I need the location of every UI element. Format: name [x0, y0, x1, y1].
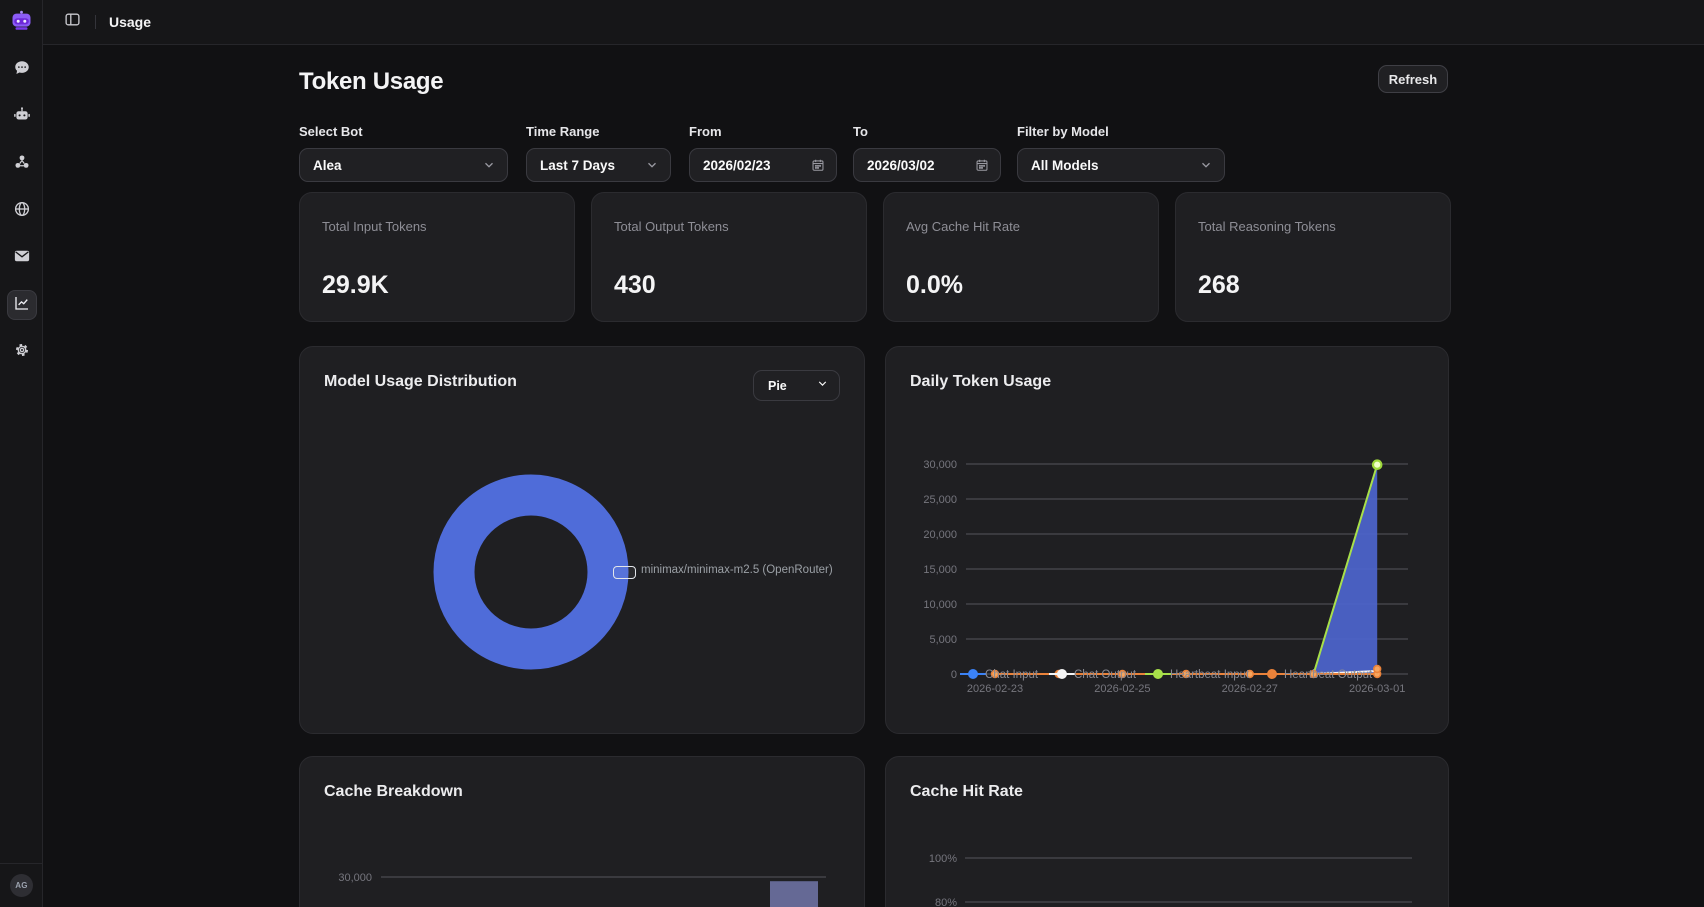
- select-bot-dropdown[interactable]: Alea: [299, 148, 508, 182]
- globe-icon: [13, 200, 31, 223]
- mail-icon: [13, 247, 31, 270]
- user-avatar[interactable]: AG: [10, 874, 33, 897]
- sidebar-item-chat[interactable]: [7, 55, 37, 85]
- time-range-label: Time Range: [526, 124, 600, 139]
- select-bot-label: Select Bot: [299, 124, 363, 139]
- model-dropdown[interactable]: All Models: [1017, 148, 1225, 182]
- sidebar-item-integrations[interactable]: [7, 149, 37, 179]
- filter-model: Filter by Model All Models: [1017, 124, 1225, 182]
- svg-text:15,000: 15,000: [923, 564, 957, 576]
- chart-title: Daily Token Usage: [910, 373, 1052, 390]
- svg-text:80%: 80%: [935, 897, 957, 907]
- time-range-dropdown[interactable]: Last 7 Days: [526, 148, 671, 182]
- breadcrumb-page-name: Usage: [109, 14, 152, 30]
- svg-text:Chat Output: Chat Output: [1074, 669, 1137, 681]
- stat-label: Total Input Tokens: [322, 219, 427, 234]
- chevron-down-icon: [1199, 158, 1213, 172]
- cache-hit-rate-card: Cache Hit Rate 100% 80%: [885, 756, 1449, 907]
- app-logo-robot-icon[interactable]: [10, 10, 33, 32]
- gear-icon: [13, 341, 31, 364]
- chevron-down-icon: [482, 158, 496, 172]
- cache-breakdown-card: Cache Breakdown 30,000: [299, 756, 865, 907]
- chart-type-dropdown[interactable]: Pie: [753, 370, 840, 401]
- svg-text:2026-02-23: 2026-02-23: [967, 683, 1023, 695]
- to-date-value: 2026/03/02: [867, 157, 935, 173]
- filter-from-date: From 2026/02/23: [689, 124, 837, 182]
- stat-value: 29.9K: [322, 271, 389, 299]
- sidebar-item-web[interactable]: [7, 196, 37, 226]
- chevron-down-icon: [645, 158, 659, 172]
- svg-text:2026-02-25: 2026-02-25: [1094, 683, 1150, 695]
- chevron-down-icon: [816, 377, 829, 395]
- topbar-divider: [95, 15, 96, 29]
- model-usage-distribution-card: Model Usage Distribution Pie minimax/min…: [299, 346, 865, 734]
- sidebar-footer: AG: [0, 863, 43, 907]
- select-bot-value: Alea: [313, 157, 342, 173]
- time-range-value: Last 7 Days: [540, 157, 616, 173]
- model-usage-donut: [300, 347, 864, 733]
- panel-toggle-icon: [64, 11, 81, 33]
- svg-text:2026-03-01: 2026-03-01: [1349, 683, 1405, 695]
- stat-label: Total Output Tokens: [614, 219, 729, 234]
- stat-value: 0.0%: [906, 271, 963, 299]
- to-label: To: [853, 124, 868, 139]
- pie-legend-label: minimax/minimax-m2.5 (OpenRouter): [641, 564, 833, 576]
- cache-breakdown-chart: 30,000: [300, 757, 864, 907]
- chart-title: Cache Hit Rate: [910, 783, 1023, 800]
- svg-text:10,000: 10,000: [923, 599, 957, 611]
- page-title: Token Usage: [299, 68, 444, 95]
- svg-text:20,000: 20,000: [923, 529, 957, 541]
- analytics-icon: [13, 294, 31, 317]
- filter-select-bot: Select Bot Alea: [299, 124, 508, 182]
- stat-card-avg-cache-hit-rate: Avg Cache Hit Rate 0.0%: [883, 192, 1159, 322]
- svg-text:2026-02-27: 2026-02-27: [1222, 683, 1278, 695]
- sidebar-item-bots[interactable]: [7, 102, 37, 132]
- stat-label: Avg Cache Hit Rate: [906, 219, 1020, 234]
- sidebar-toggle-button[interactable]: [61, 11, 83, 33]
- chart-title: Model Usage Distribution: [324, 373, 517, 390]
- stat-card-total-reasoning-tokens: Total Reasoning Tokens 268: [1175, 192, 1451, 322]
- svg-text:Heartbeat Output: Heartbeat Output: [1284, 669, 1373, 681]
- from-date-value: 2026/02/23: [703, 157, 771, 173]
- svg-text:25,000: 25,000: [923, 494, 957, 506]
- daily-token-usage-chart: 0 5,000 10,000 15,000 20,000 25,000 30,000 Chat…: [886, 347, 1448, 733]
- svg-text:Heartbeat Input: Heartbeat Input: [1170, 669, 1250, 681]
- svg-text:30,000: 30,000: [338, 872, 372, 884]
- sidebar-nav: [0, 55, 43, 367]
- from-label: From: [689, 124, 722, 139]
- filter-time-range: Time Range Last 7 Days: [526, 124, 671, 182]
- sidebar-item-settings[interactable]: [7, 337, 37, 367]
- to-date-input[interactable]: 2026/03/02: [853, 148, 1001, 182]
- stat-card-total-input-tokens: Total Input Tokens 29.9K: [299, 192, 575, 322]
- daily-token-usage-card: Daily Token Usage 0 5,000 10,000 15,000 20,0…: [885, 346, 1449, 734]
- refresh-button[interactable]: Refresh: [1378, 65, 1448, 93]
- sidebar-item-usage-analytics[interactable]: [6, 290, 37, 320]
- svg-text:Chat Input: Chat Input: [985, 669, 1039, 681]
- stat-label: Total Reasoning Tokens: [1198, 219, 1336, 234]
- filter-to-date: To 2026/03/02: [853, 124, 1001, 182]
- filter-by-model-label: Filter by Model: [1017, 124, 1109, 139]
- stat-value: 430: [614, 271, 656, 299]
- svg-text:100%: 100%: [929, 853, 957, 865]
- chat-icon: [13, 59, 31, 82]
- svg-text:30,000: 30,000: [923, 459, 957, 471]
- cache-hit-rate-chart: 100% 80%: [886, 757, 1448, 907]
- model-value: All Models: [1031, 157, 1099, 173]
- from-date-input[interactable]: 2026/02/23: [689, 148, 837, 182]
- sidebar: AG: [0, 0, 43, 907]
- chart-title: Cache Breakdown: [324, 783, 463, 800]
- calendar-icon: [811, 158, 825, 172]
- svg-text:0: 0: [951, 669, 957, 681]
- calendar-icon: [975, 158, 989, 172]
- stat-value: 268: [1198, 271, 1240, 299]
- stat-card-total-output-tokens: Total Output Tokens 430: [591, 192, 867, 322]
- pie-legend-swatch[interactable]: [613, 566, 636, 579]
- chart-type-value: Pie: [768, 378, 787, 393]
- svg-text:5,000: 5,000: [929, 634, 957, 646]
- bot-icon: [13, 106, 31, 129]
- sidebar-item-mail[interactable]: [7, 243, 37, 273]
- cluster-icon: [13, 153, 31, 176]
- topbar: Usage: [43, 0, 1704, 45]
